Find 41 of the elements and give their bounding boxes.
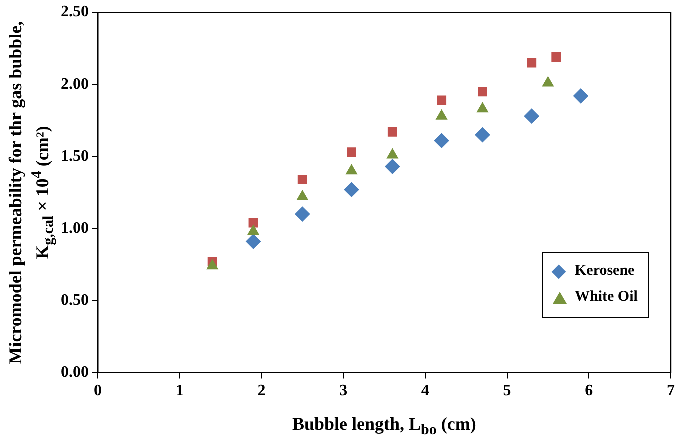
x-axis-title: Bubble length, L$_{bo}$ (cm) <box>292 414 476 440</box>
point <box>296 190 308 201</box>
point <box>346 164 358 175</box>
x-tick-label: 0 <box>94 382 102 400</box>
point <box>298 174 308 184</box>
y-tick-label: 2.00 <box>61 76 89 93</box>
x-tick-label: 1 <box>176 382 184 400</box>
point <box>344 182 360 198</box>
x-tick-label: 7 <box>667 382 675 400</box>
point <box>295 206 310 222</box>
point <box>475 128 490 143</box>
legend-label: White Oil <box>575 289 638 306</box>
legend-label: Kerosene <box>575 263 635 280</box>
point <box>388 127 398 137</box>
point <box>248 225 260 236</box>
point <box>386 148 398 159</box>
point <box>478 87 488 97</box>
x-tick-label: 3 <box>340 382 348 400</box>
x-tick-label: 2 <box>258 382 266 400</box>
y-tick-label: 0.50 <box>61 292 89 309</box>
x-tick-label: 6 <box>585 382 594 400</box>
point <box>437 96 447 106</box>
point <box>552 52 562 62</box>
y-tick-label: 1.50 <box>61 148 89 165</box>
y-tick-label: 1.00 <box>61 220 89 237</box>
point <box>347 148 356 158</box>
point <box>385 159 400 174</box>
point <box>248 218 258 228</box>
point <box>542 76 554 87</box>
point <box>434 133 450 148</box>
y-tick-label: 2.50 <box>61 4 89 21</box>
point <box>246 234 262 250</box>
point <box>206 260 218 270</box>
point <box>524 108 540 124</box>
point <box>573 88 588 104</box>
point <box>436 110 448 120</box>
x-tick-label: 5 <box>503 382 512 400</box>
point <box>527 58 537 68</box>
y-tick-label: 0.00 <box>61 364 89 381</box>
x-tick-label: 4 <box>421 382 430 400</box>
point <box>477 102 488 113</box>
